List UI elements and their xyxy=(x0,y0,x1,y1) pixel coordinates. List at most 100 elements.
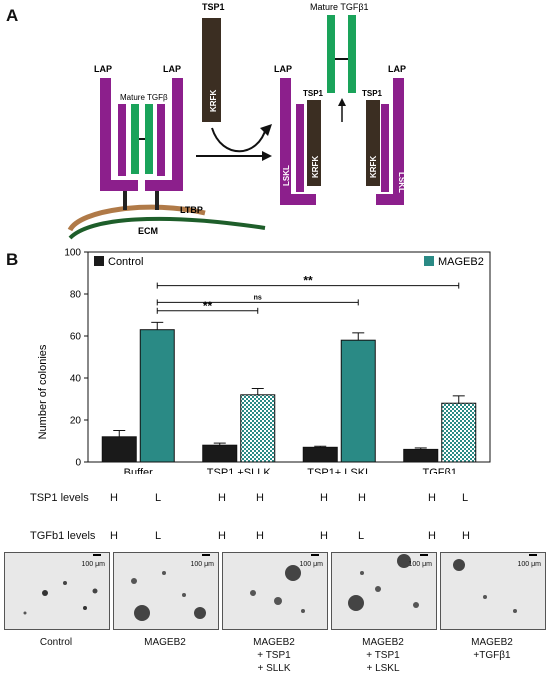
x-category-label: TSP1+ LSKL xyxy=(307,467,371,474)
bar-mageb2 xyxy=(139,329,175,463)
bar-mageb2 xyxy=(441,402,477,463)
legend-label-mageb2: MAGEB2 xyxy=(438,256,484,268)
bar-control xyxy=(302,446,338,463)
lap-left-inner xyxy=(118,104,126,176)
y-tick-label: 80 xyxy=(70,290,82,301)
bar-control xyxy=(202,444,238,463)
tsp1-bound-right xyxy=(366,100,380,186)
legend-swatch-mageb2 xyxy=(424,256,434,266)
micrograph-caption: MAGEB2 +TGFβ1 xyxy=(471,637,513,661)
significance-label: ** xyxy=(203,299,213,313)
bar-control xyxy=(101,436,137,463)
micrograph-tsp1-lskl: 100 μm xyxy=(331,552,437,630)
y-tick-label: 60 xyxy=(70,332,82,343)
x-category-label: Buffer xyxy=(124,467,153,474)
tgfb-activation-diagram: TSP1 Mature TGFβ1 LAP LAP LAP LAP Mature… xyxy=(67,2,406,240)
micrograph-caption: MAGEB2 + TSP1 + SLLK xyxy=(253,637,295,674)
ltbp-label: LTBP xyxy=(180,205,203,215)
tsp1-level: H xyxy=(110,492,118,504)
y-tick-label: 100 xyxy=(64,248,81,259)
tsp1-label-left: TSP1 xyxy=(303,89,324,98)
bar-control xyxy=(403,448,439,463)
lap-label-2: LAP xyxy=(163,64,181,74)
mature-tgfb-right xyxy=(145,104,153,174)
lap-right-foot xyxy=(145,180,183,191)
significance-label: ** xyxy=(303,274,313,288)
x-category-label: TGFβ1 xyxy=(423,467,457,474)
released-tgfb-right xyxy=(348,15,356,93)
krfk-label-right: KRFK xyxy=(369,156,378,178)
scale-bar-label: 100 μm xyxy=(190,561,215,568)
micrograph-caption: MAGEB2 + TSP1 + LSKL xyxy=(362,637,404,674)
tsp1-level: H xyxy=(358,492,366,504)
ltbp-fiber xyxy=(67,204,206,232)
y-tick-label: 20 xyxy=(70,416,82,427)
colony-bar-chart: 0 20 40 60 80 100 Buffer TSP1 +SLLK TSP1+ LSKL TG… xyxy=(37,248,491,474)
curved-arrow-icon xyxy=(211,127,267,153)
lap-left-foot xyxy=(100,180,138,191)
legend-label-control: Control xyxy=(108,256,143,268)
mature-tgfb-left xyxy=(131,104,139,174)
y-tick-label: 40 xyxy=(70,374,82,385)
micrograph-caption: Control xyxy=(39,637,73,648)
ltbp-link-right xyxy=(155,188,159,210)
tsp1-level: H xyxy=(256,492,264,504)
tsp1-bound-left xyxy=(307,100,321,186)
lap-right-inner xyxy=(157,104,165,176)
tgfb1-level: L xyxy=(155,530,162,542)
bar-mageb2 xyxy=(340,339,376,463)
micrograph-tgfb1: 100 μm xyxy=(440,552,546,630)
lap-label-4: LAP xyxy=(388,64,406,74)
ecm-fiber xyxy=(68,216,266,240)
tsp1-levels-label: TSP1 levels xyxy=(30,492,89,504)
tgfb1-level: H xyxy=(218,530,226,542)
tsp1-top-label: TSP1 xyxy=(202,2,225,12)
tsp1-level: H xyxy=(218,492,226,504)
tgfb1-level: H xyxy=(320,530,328,542)
ecm-label: ECM xyxy=(138,226,158,236)
plot-frame xyxy=(87,251,491,463)
krfk-label-left: KRFK xyxy=(311,156,320,178)
x-category-label: TSP1 +SLLK xyxy=(207,467,272,474)
lskl-label-left: LSKL xyxy=(282,165,291,186)
bar-mageb2 xyxy=(240,394,276,463)
scale-bar-label: 100 μm xyxy=(517,561,542,568)
tgfb1-level: H xyxy=(428,530,436,542)
tsp1-level: L xyxy=(462,492,469,504)
tsp1-label-right: TSP1 xyxy=(362,89,383,98)
y-axis-label: Number of colonies xyxy=(37,344,49,439)
lap-released-right xyxy=(393,78,404,204)
tsp1-level: L xyxy=(155,492,162,504)
lap-released-left xyxy=(280,78,291,204)
significance-label: ns xyxy=(254,294,262,301)
micrograph-control: 100 μm xyxy=(4,552,110,630)
lap-left-arm xyxy=(100,78,111,190)
micrograph-caption: MAGEB2 xyxy=(144,637,186,648)
mature-tgfb-label: Mature TGFβ xyxy=(120,93,168,102)
tgfb1-level: L xyxy=(358,530,365,542)
y-tick-label: 0 xyxy=(75,458,81,469)
panel-b-letter: B xyxy=(6,250,19,269)
lskl-label-right: LSKL xyxy=(397,172,406,193)
tgfb1-level: H xyxy=(256,530,264,542)
legend-swatch-control xyxy=(94,256,104,266)
tsp1-level: H xyxy=(320,492,328,504)
lap-right-arm xyxy=(172,78,183,190)
tgfb1-level: H xyxy=(110,530,118,542)
tgfb1-level: H xyxy=(462,530,470,542)
mature-tgfb1-label: Mature TGFβ1 xyxy=(310,2,369,12)
released-tgfb-left xyxy=(327,15,335,93)
lap-label-3: LAP xyxy=(274,64,292,74)
micrograph-tsp1-sllk: 100 μm xyxy=(222,552,328,630)
scale-bar-label: 100 μm xyxy=(81,561,106,568)
panel-a-letter: A xyxy=(6,6,19,25)
krfk-label-incoming: KRFK xyxy=(209,90,218,112)
ltbp-link-left xyxy=(123,188,127,210)
scale-bar-label: 100 μm xyxy=(408,561,433,568)
micrograph-mageb2: 100 μm xyxy=(113,552,219,630)
tsp1-incoming xyxy=(202,18,221,122)
tgfb1-levels-label: TGFb1 levels xyxy=(30,530,96,542)
tsp1-level: H xyxy=(428,492,436,504)
scale-bar-label: 100 μm xyxy=(299,561,324,568)
lap-label-1: LAP xyxy=(94,64,112,74)
